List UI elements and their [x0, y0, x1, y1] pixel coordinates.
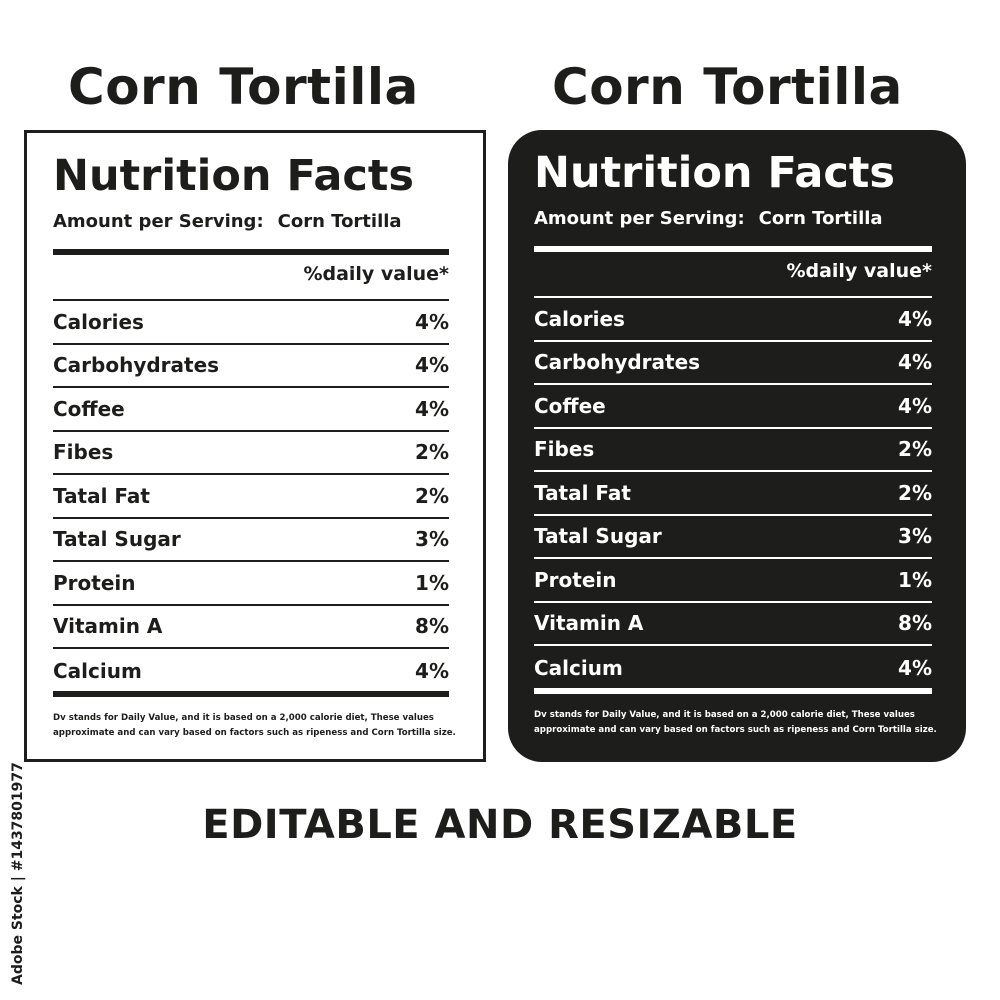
serving-label: Amount per Serving:: [53, 211, 264, 232]
nutrient-name: Protein: [53, 570, 136, 595]
divider-thick: [53, 249, 449, 255]
daily-value-header: %daily value*: [303, 263, 449, 285]
divider-thick: [53, 691, 449, 697]
nutrient-value: 3%: [415, 527, 449, 552]
nutrient-value: 8%: [415, 614, 449, 639]
nutrition-facts-title: Nutrition Facts: [53, 151, 415, 201]
nutrient-row: Tatal Fat 2%: [534, 472, 932, 516]
nutrient-name: Tatal Fat: [534, 480, 631, 505]
nutrient-row: Calories 4%: [534, 298, 932, 342]
nutrient-name: Tatal Fat: [53, 483, 150, 508]
divider-thick: [534, 246, 932, 252]
nutrition-label-light: Nutrition Facts Amount per Serving: Corn …: [24, 130, 486, 762]
nutrient-row: Fibes 2%: [53, 432, 449, 475]
nutrient-name: Calories: [534, 306, 625, 331]
nutrient-value: 3%: [898, 524, 932, 549]
serving-label: Amount per Serving:: [534, 208, 745, 229]
nutrient-value: 4%: [415, 309, 449, 334]
nutrient-row: Fibes 2%: [534, 429, 932, 472]
nutrient-name: Vitamin A: [534, 611, 644, 636]
divider-thick: [534, 688, 932, 694]
serving-line: Amount per Serving: Corn Tortilla: [53, 211, 449, 232]
nutrient-value: 2%: [898, 437, 932, 462]
nutrient-name: Carbohydrates: [53, 353, 220, 378]
nutrient-value: 2%: [415, 440, 449, 465]
nutrient-row: Coffee 4%: [53, 388, 449, 432]
nutrient-value: 8%: [898, 611, 932, 636]
daily-value-header: %daily value*: [786, 260, 932, 282]
nutrient-name: Tatal Sugar: [53, 527, 181, 552]
divider-thin: [534, 296, 932, 298]
nutrient-row: Tatal Sugar 3%: [534, 516, 932, 559]
nutrient-name: Fibes: [534, 437, 595, 462]
heading-right: Corn Tortilla: [552, 58, 903, 116]
nutrient-row: Calories 4%: [53, 301, 449, 345]
serving-line: Amount per Serving: Corn Tortilla: [534, 208, 932, 229]
nutrition-label-dark: Nutrition Facts Amount per Serving: Corn …: [508, 130, 966, 762]
nutrient-value: 1%: [898, 567, 932, 592]
nutrient-value: 4%: [415, 353, 449, 378]
serving-value: Corn Tortilla: [277, 211, 402, 232]
nutrient-value: 4%: [415, 396, 449, 421]
nutrient-row: Carbohydrates 4%: [53, 345, 449, 388]
editable-resizable-caption: EDITABLE AND RESIZABLE: [202, 802, 798, 848]
heading-left: Corn Tortilla: [68, 58, 419, 116]
nutrient-row: Tatal Fat 2%: [53, 475, 449, 519]
stock-credit: Adobe Stock | #1437801977: [10, 762, 26, 985]
footnote: Dv stands for Daily Value, and it is bas…: [534, 710, 937, 735]
nutrient-name: Carbohydrates: [534, 350, 701, 375]
nutrient-row: Protein 1%: [534, 559, 932, 603]
nutrient-list: Calories 4% Carbohydrates 4% Coffee 4% Fibe…: [534, 298, 932, 690]
nutrient-value: 4%: [898, 350, 932, 375]
nutrient-name: Tatal Sugar: [534, 524, 662, 549]
nutrient-name: Fibes: [53, 440, 114, 465]
nutrient-value: 4%: [415, 658, 449, 683]
divider-thin: [53, 299, 449, 301]
nutrient-row: Protein 1%: [53, 562, 449, 606]
nutrient-value: 2%: [898, 480, 932, 505]
nutrient-row: Tatal Sugar 3%: [53, 519, 449, 562]
nutrient-name: Coffee: [534, 393, 606, 418]
nutrient-list: Calories 4% Carbohydrates 4% Coffee 4% Fibe…: [53, 301, 449, 693]
nutrient-name: Calcium: [534, 655, 623, 680]
nutrient-name: Vitamin A: [53, 614, 163, 639]
nutrient-value: 4%: [898, 655, 932, 680]
nutrient-row: Calcium 4%: [534, 646, 932, 690]
serving-value: Corn Tortilla: [758, 208, 883, 229]
nutrient-name: Protein: [534, 567, 617, 592]
nutrition-facts-title: Nutrition Facts: [534, 148, 896, 198]
nutrient-value: 4%: [898, 393, 932, 418]
footnote: Dv stands for Daily Value, and it is bas…: [53, 713, 456, 738]
nutrient-value: 2%: [415, 483, 449, 508]
nutrient-row: Carbohydrates 4%: [534, 342, 932, 385]
nutrient-name: Calcium: [53, 658, 142, 683]
nutrient-value: 4%: [898, 306, 932, 331]
nutrient-row: Vitamin A 8%: [534, 603, 932, 646]
nutrient-row: Coffee 4%: [534, 385, 932, 429]
nutrient-name: Calories: [53, 309, 144, 334]
nutrient-name: Coffee: [53, 396, 125, 421]
nutrient-row: Calcium 4%: [53, 649, 449, 693]
nutrient-row: Vitamin A 8%: [53, 606, 449, 649]
nutrient-value: 1%: [415, 570, 449, 595]
